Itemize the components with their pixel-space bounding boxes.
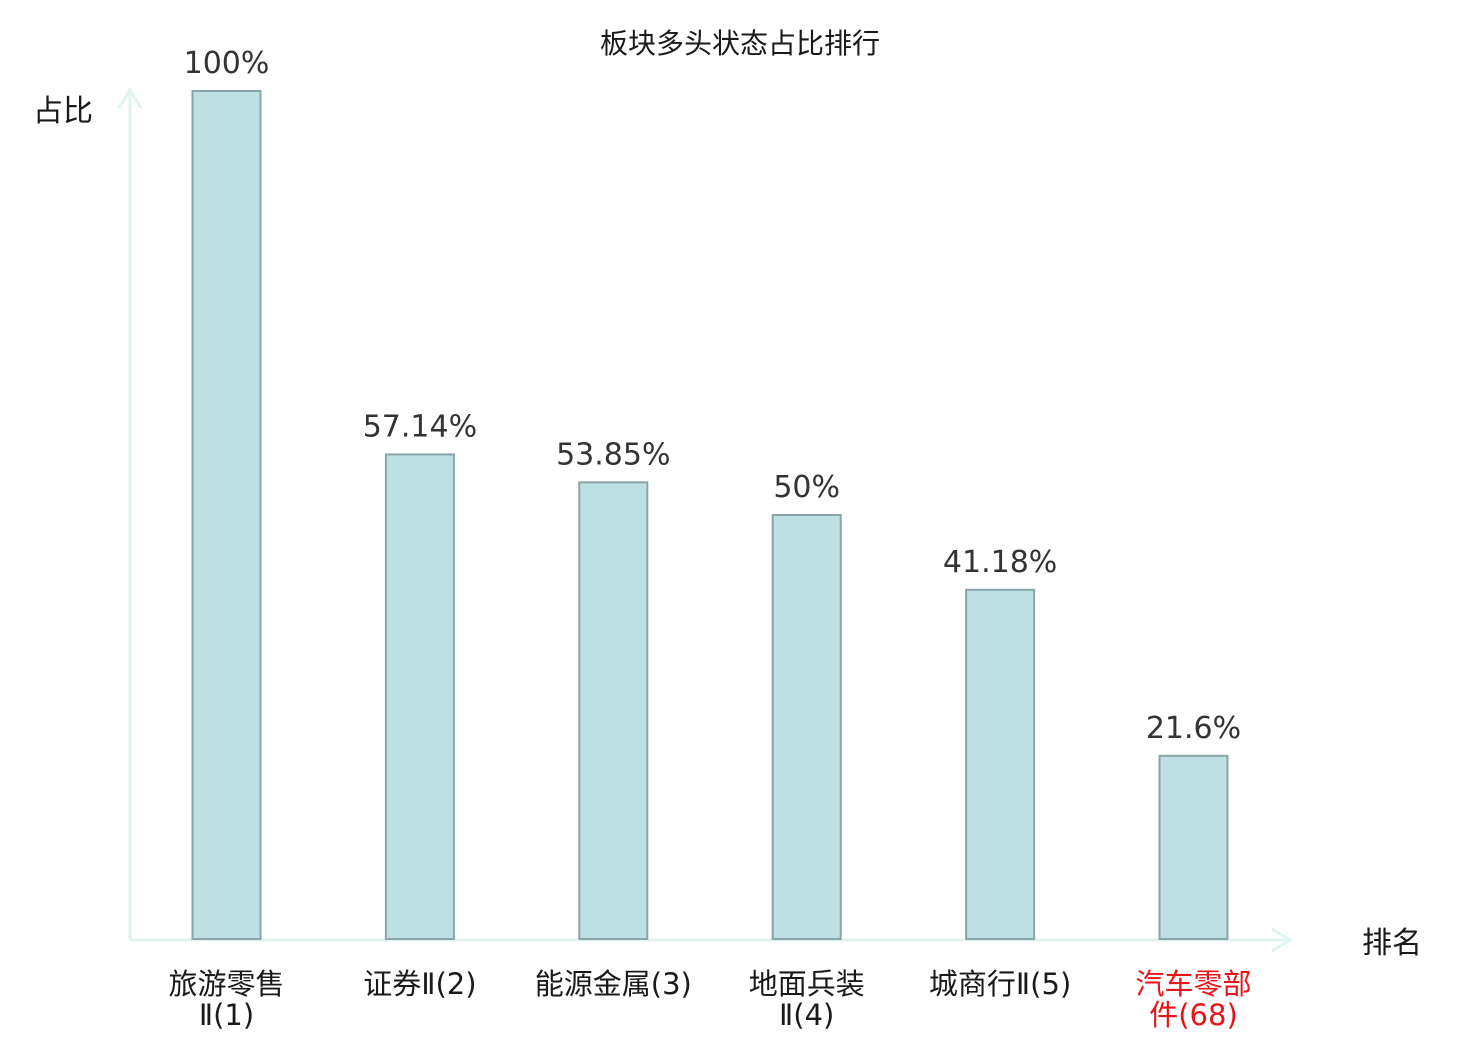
- value-label: 53.85%: [556, 437, 670, 472]
- bar: [191, 90, 262, 940]
- value-label: 50%: [773, 470, 840, 505]
- bar: [578, 481, 649, 940]
- category-label: 城商行Ⅱ(5): [929, 967, 1071, 1001]
- value-label: 57.14%: [363, 409, 477, 444]
- bar: [384, 453, 455, 940]
- category-label: 地面兵装: [749, 967, 865, 1001]
- x-axis-label: 排名: [1362, 926, 1422, 961]
- axes: [117, 87, 1293, 953]
- x-axis-arrow-icon: [1271, 927, 1293, 953]
- bars: [191, 90, 1229, 940]
- category-label: Ⅱ(1): [199, 998, 254, 1032]
- category-label: 能源金属(3): [535, 967, 692, 1001]
- category-label: 件(68): [1149, 998, 1238, 1032]
- chart-title: 板块多头状态占比排行: [600, 27, 880, 60]
- y-axis-arrow-icon: [117, 87, 143, 109]
- value-label: 41.18%: [943, 545, 1057, 580]
- bar: [1158, 754, 1229, 940]
- bar: [965, 588, 1036, 940]
- category-label: 旅游零售: [168, 967, 284, 1001]
- value-labels: 100% 57.14% 53.85% 50% 41.18% 21.6%: [184, 46, 1242, 746]
- y-axis-label: 占比: [33, 94, 93, 129]
- category-label: Ⅱ(4): [779, 998, 834, 1032]
- category-label: 证券Ⅱ(2): [363, 967, 476, 1001]
- category-label: 汽车零部: [1135, 967, 1251, 1001]
- bar: [771, 514, 842, 940]
- value-label: 21.6%: [1146, 711, 1241, 746]
- value-label: 100%: [184, 46, 270, 81]
